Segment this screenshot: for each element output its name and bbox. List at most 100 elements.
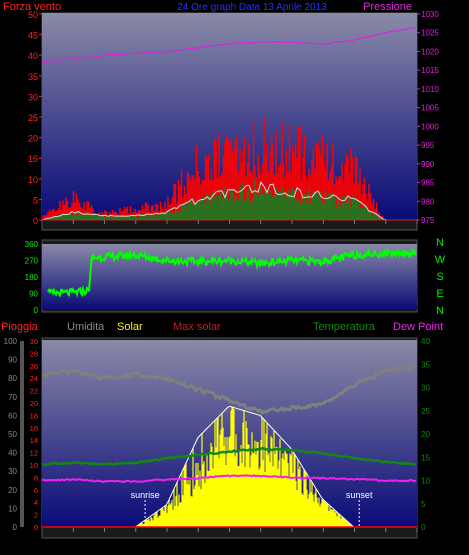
wind-y-tick-label: 30 (28, 92, 38, 102)
temp-x-tick-label: 18 (318, 539, 328, 549)
rain-scale-bar (20, 341, 24, 527)
wind-y-tick-label: 20 (28, 134, 38, 144)
temp-x-tick-label: 14 (256, 539, 266, 549)
sunrise-label: sunrise (131, 490, 160, 500)
temperature-y-tick-label: 20 (421, 430, 430, 439)
header-right-title: Pressione (363, 1, 412, 13)
wind-y-tick-label: 5 (33, 195, 38, 205)
legend-pioggia: Pioggia (1, 321, 39, 333)
rain-y-tick-label: 18 (30, 411, 38, 420)
temperature-y-tick-label: 5 (421, 500, 426, 509)
direction-y-tick-label: 90 (29, 290, 38, 299)
humidity-y-tick-label: 30 (8, 467, 17, 476)
temp-x-tick-label: 06 (131, 539, 141, 549)
pressure-y-tick-label: 985 (421, 179, 435, 188)
pressure-y-tick-label: 995 (421, 141, 435, 150)
pressure-y-tick-label: 1025 (421, 29, 439, 38)
humidity-y-tick-label: 20 (8, 486, 17, 495)
wind-direction-line (47, 247, 417, 298)
rain-y-tick-label: 26 (30, 362, 38, 371)
compass-label: S (436, 271, 443, 283)
humidity-y-tick-label: 80 (8, 374, 17, 383)
rain-y-tick-label: 16 (30, 424, 38, 433)
temperature-y-tick-label: 30 (421, 384, 430, 393)
direction-y-tick-label: 0 (34, 306, 39, 315)
pressure-line (41, 26, 417, 64)
header-center-title: 24 Ore graph Data 13 Aprile 2013 (177, 2, 327, 13)
humidity-y-tick-label: 40 (8, 449, 17, 458)
temperature-y-tick-label: 25 (421, 407, 430, 416)
rain-y-tick-label: 28 (30, 349, 38, 358)
rain-y-tick-label: 14 (30, 436, 38, 445)
rain-y-tick-label: 12 (30, 449, 38, 458)
wind-x-tick-label: 02 (68, 230, 78, 240)
humidity-y-tick-label: 10 (8, 504, 17, 513)
wind-x-tick-label: 16 (287, 230, 297, 240)
compass-label: N (436, 237, 444, 249)
direction-y-tick-label: 180 (25, 273, 39, 282)
avg-wind-line (41, 181, 414, 221)
temperature-y-tick-label: 35 (421, 360, 430, 369)
temp-x-tick-label: 00 (412, 539, 422, 549)
wind-x-tick-label: 12 (224, 230, 234, 240)
humidity-y-tick-label: 50 (8, 430, 17, 439)
direction-y-tick-label: 270 (25, 257, 39, 266)
wind-y-tick-label: 45 (28, 31, 38, 41)
pressure-y-tick-label: 1005 (421, 104, 439, 113)
temp-x-tick-label: 22 (381, 539, 391, 549)
pressure-y-tick-label: 990 (421, 160, 435, 169)
wind-y-tick-label: 50 (28, 10, 38, 20)
legend: Pioggia Umidita Solar Max solar Temperat… (1, 321, 443, 333)
wind-x-tick-label: 00 (412, 230, 422, 240)
wind-x-tick-label: 18 (318, 230, 328, 240)
rain-y-tick-label: 22 (30, 387, 38, 396)
temp-x-tick-label: 10 (193, 539, 203, 549)
rain-y-tick-label: 2 (34, 511, 38, 520)
wind-y-tick-label: 10 (28, 175, 38, 185)
wind-x-tick-label: 20 (349, 230, 359, 240)
rain-y-tick-label: 10 (30, 461, 38, 470)
pressure-y-tick-label: 1010 (421, 85, 439, 94)
rain-y-tick-label: 30 (30, 337, 38, 346)
wind-x-tick-label: 06 (131, 230, 141, 240)
wind-y-tick-label: 25 (28, 113, 38, 123)
legend-max-solar: Max solar (173, 321, 221, 333)
direction-plot-area (42, 244, 417, 310)
rain-y-tick-label: 0 (34, 523, 38, 532)
humidity-line (41, 364, 417, 416)
temp-x-tick-label: 02 (68, 539, 78, 549)
pressure-y-tick-label: 975 (421, 216, 435, 225)
compass-label: W (435, 254, 446, 266)
humidity-y-tick-label: 0 (13, 523, 18, 532)
temperature-y-tick-label: 40 (421, 337, 430, 346)
compass-label: E (436, 288, 443, 300)
rain-y-tick-label: 6 (34, 486, 38, 495)
header-left-title: Forza vento (3, 1, 61, 13)
wind-y-tick-label: 40 (28, 51, 38, 61)
wind-x-tick-label: 22 (381, 230, 391, 240)
rain-y-tick-label: 20 (30, 399, 38, 408)
temperature-y-tick-label: 0 (421, 523, 426, 532)
humidity-y-tick-label: 90 (8, 356, 17, 365)
temp-x-tick-label: sunset (343, 540, 367, 549)
rain-y-tick-label: 8 (34, 473, 38, 482)
temperature-y-tick-label: 15 (421, 453, 430, 462)
compass-label: N (436, 305, 444, 317)
wind-x-tick-label: 04 (99, 230, 109, 240)
humidity-y-tick-label: 100 (4, 337, 18, 346)
temp-x-tick-label: 16 (287, 539, 297, 549)
wind-x-tick-label: 08 (162, 230, 172, 240)
pressure-y-tick-label: 1030 (421, 10, 439, 19)
temperature-line (41, 447, 417, 466)
temp-x-tick-label: 04 (99, 539, 109, 549)
wind-y-tick-label: 0 (33, 216, 38, 226)
pressure-y-tick-label: 980 (421, 197, 435, 206)
temperature-y-tick-label: 10 (421, 477, 430, 486)
dew-point-line (41, 474, 417, 484)
legend-dew-point: Dew Point (393, 321, 443, 333)
pressure-y-tick-label: 1000 (421, 122, 439, 131)
